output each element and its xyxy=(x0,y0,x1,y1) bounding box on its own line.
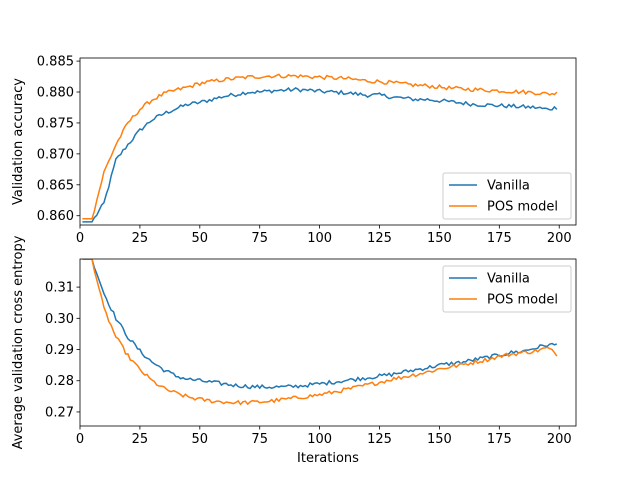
y-tick-label: 0.865 xyxy=(37,178,74,193)
x-tick-label: 75 xyxy=(251,231,268,246)
y-tick-label: 0.880 xyxy=(37,86,74,101)
legend-label: Vanilla xyxy=(487,179,530,194)
y-axis-title: Average validation cross entropy xyxy=(11,235,26,449)
x-tick-label: 25 xyxy=(132,231,149,246)
x-tick-label: 0 xyxy=(76,432,84,447)
cross-entropy-panel: 0 25 50 75 100 125 150 175 200 0.27 0.28 0.29 0.30 0.… xyxy=(11,235,577,466)
axes-frame xyxy=(79,258,577,427)
y-tick-label: 0.31 xyxy=(45,281,74,296)
x-tick-label: 75 xyxy=(251,432,268,447)
series-line-pos-model xyxy=(82,73,558,220)
y-tick-label: 0.30 xyxy=(45,312,74,327)
y-tick-label: 0.29 xyxy=(45,343,74,358)
x-tick-label: 125 xyxy=(367,231,392,246)
accuracy-panel: 0 25 50 75 100 125 150 175 200 0.860 0.865 0.870 0.8… xyxy=(11,55,577,246)
axes-frame xyxy=(79,57,577,226)
legend: Vanilla POS model xyxy=(442,172,572,220)
x-tick-label: 0 xyxy=(76,231,84,246)
y-tick-label: 0.875 xyxy=(37,116,74,131)
legend: Vanilla POS model xyxy=(442,265,572,313)
x-tick-label: 100 xyxy=(307,231,332,246)
y-tick-label: 0.885 xyxy=(37,55,74,70)
y-axis-title: Validation accuracy xyxy=(11,78,26,205)
y-tick-label: 0.860 xyxy=(37,209,74,224)
legend-label: Vanilla xyxy=(487,272,530,287)
x-axis-title: Iterations xyxy=(297,451,359,466)
y-tick-label: 0.870 xyxy=(37,147,74,162)
x-tick-label: 50 xyxy=(192,231,209,246)
x-tick-label: 200 xyxy=(547,432,572,447)
legend-label: POS model xyxy=(487,200,558,215)
x-tick-label: 50 xyxy=(192,432,209,447)
y-tick-label: 0.28 xyxy=(45,374,74,389)
series-line-vanilla xyxy=(82,259,558,390)
x-tick-label: 125 xyxy=(367,432,392,447)
x-tick-label: 175 xyxy=(487,231,512,246)
series-line-pos-model xyxy=(82,259,558,406)
x-tick-label: 100 xyxy=(307,432,332,447)
series-line-vanilla xyxy=(82,87,558,223)
x-tick-label: 175 xyxy=(487,432,512,447)
x-tick-label: 150 xyxy=(427,231,452,246)
x-tick-label: 25 xyxy=(132,432,149,447)
legend-label: POS model xyxy=(487,293,558,308)
y-tick-label: 0.27 xyxy=(45,405,74,420)
x-tick-label: 200 xyxy=(547,231,572,246)
x-tick-label: 150 xyxy=(427,432,452,447)
